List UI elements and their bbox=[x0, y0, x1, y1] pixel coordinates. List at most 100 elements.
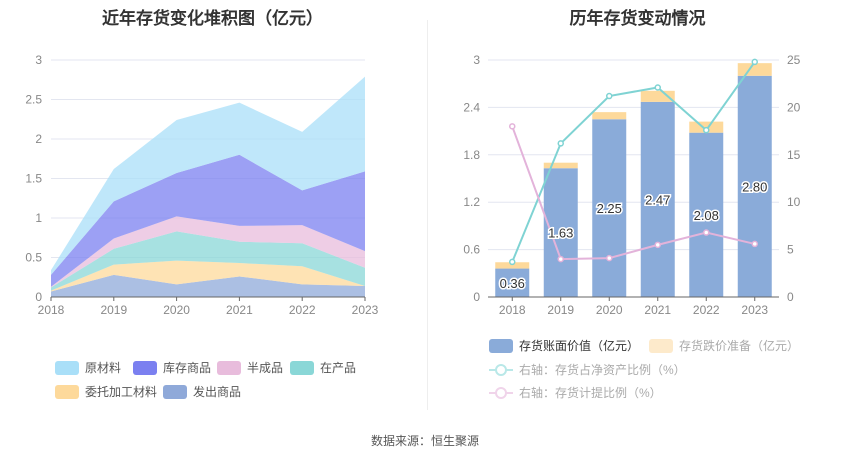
legend-swatch bbox=[133, 360, 157, 375]
y-tick-label: 2.5 bbox=[25, 93, 42, 107]
y-tick-label: 0 bbox=[35, 290, 42, 304]
x-tick-label: 2020 bbox=[163, 303, 190, 317]
legend-item-shipped[interactable]: 发出商品 bbox=[163, 383, 241, 400]
legend-item-wip[interactable]: 在产品 bbox=[290, 359, 356, 376]
legend-swatch bbox=[649, 338, 673, 353]
y-tick-label: 0.5 bbox=[25, 251, 42, 265]
legend-label: 右轴：存货计提比例（%） bbox=[519, 386, 662, 400]
y2-tick-label: 10 bbox=[787, 195, 801, 209]
legend-item-raw-materials[interactable]: 原材料 bbox=[55, 359, 121, 376]
bar-impairment bbox=[640, 90, 675, 102]
y2-tick-label: 5 bbox=[787, 243, 794, 257]
legend-swatch bbox=[489, 338, 513, 353]
bar-value-label: 1.63 bbox=[548, 226, 573, 241]
x-tick-label: 2021 bbox=[644, 303, 671, 317]
y-tick-label: 0.6 bbox=[463, 243, 480, 257]
x-tick-label: 2022 bbox=[289, 303, 316, 317]
legend-label: 在产品 bbox=[320, 361, 357, 375]
line-右轴：存货计提比例（%） bbox=[511, 126, 755, 261]
legend-label: 原材料 bbox=[85, 361, 122, 375]
y-tick-label: 2.4 bbox=[463, 100, 480, 114]
line-point bbox=[557, 255, 564, 263]
bar-impairment bbox=[543, 162, 578, 169]
area-在产品 bbox=[51, 231, 365, 291]
x-tick-label: 2020 bbox=[596, 303, 623, 317]
line-point bbox=[606, 92, 613, 100]
legend-swatch bbox=[290, 360, 314, 375]
x-tick-label: 2018 bbox=[499, 303, 526, 317]
line-point bbox=[509, 258, 516, 266]
legend-item-impairment[interactable]: 存货跌价准备（亿元） bbox=[649, 337, 799, 354]
line-point bbox=[654, 84, 661, 91]
y-tick-label: 1.8 bbox=[463, 148, 480, 162]
line-point bbox=[703, 229, 710, 236]
bar-book-value bbox=[640, 101, 675, 298]
legend-label: 半成品 bbox=[247, 361, 284, 375]
bar-value-label: 2.08 bbox=[694, 208, 719, 223]
bar-value-label: 0.36 bbox=[500, 276, 525, 291]
x-tick-label: 2018 bbox=[38, 303, 65, 317]
area-半成品 bbox=[51, 216, 365, 288]
area-发出商品 bbox=[51, 274, 365, 297]
legend-label: 存货账面价值（亿元） bbox=[519, 339, 640, 353]
legend-item-ratio-net-assets[interactable]: 右轴：存货占净资产比例（%） bbox=[489, 361, 686, 378]
bar-impairment bbox=[495, 262, 530, 269]
legend-label: 发出商品 bbox=[193, 385, 242, 399]
line-point bbox=[751, 58, 758, 66]
line-point bbox=[557, 140, 564, 147]
right-chart-title: 历年存货变动情况 bbox=[569, 9, 706, 28]
area-库存商品 bbox=[51, 154, 365, 287]
y2-tick-label: 20 bbox=[787, 100, 801, 114]
x-tick-label: 2019 bbox=[547, 303, 574, 317]
x-tick-label: 2021 bbox=[226, 303, 253, 317]
line-marker-icon bbox=[489, 363, 513, 376]
bar-book-value bbox=[592, 119, 627, 297]
legend-label: 存货跌价准备（亿元） bbox=[679, 339, 800, 353]
line-point bbox=[606, 254, 613, 262]
y2-tick-label: 0 bbox=[787, 290, 794, 304]
legend-label: 库存商品 bbox=[163, 361, 212, 375]
left-chart-title: 近年存货变化堆积图（亿元） bbox=[102, 9, 323, 28]
line-point bbox=[703, 126, 710, 134]
divider bbox=[427, 20, 428, 410]
area-原材料 bbox=[51, 76, 365, 275]
bar-value-label: 2.47 bbox=[645, 192, 670, 207]
y-tick-label: 0 bbox=[473, 290, 480, 304]
line-point bbox=[654, 241, 661, 249]
y2-tick-label: 15 bbox=[787, 148, 801, 162]
bar-impairment bbox=[592, 112, 627, 120]
legend-item-provision-ratio[interactable]: 右轴：存货计提比例（%） bbox=[489, 384, 662, 401]
bar-value-label: 2.80 bbox=[742, 179, 767, 194]
line-point bbox=[751, 240, 758, 248]
legend-item-goods[interactable]: 库存商品 bbox=[133, 359, 211, 376]
bar-book-value bbox=[737, 75, 772, 297]
legend-item-book-value[interactable]: 存货账面价值（亿元） bbox=[489, 337, 639, 354]
y-tick-label: 1.2 bbox=[463, 195, 480, 209]
bar-book-value bbox=[689, 132, 724, 297]
y-tick-label: 3 bbox=[35, 53, 42, 67]
x-tick-label: 2023 bbox=[741, 303, 768, 317]
x-tick-label: 2023 bbox=[352, 303, 379, 317]
y-tick-label: 2 bbox=[35, 132, 42, 146]
y-tick-label: 3 bbox=[473, 53, 480, 67]
area-委托加工材料 bbox=[51, 260, 365, 292]
legend-item-consigned[interactable]: 委托加工材料 bbox=[55, 383, 157, 400]
bar-value-label: 2.25 bbox=[597, 201, 622, 216]
y-tick-label: 1.5 bbox=[25, 172, 42, 186]
bar-book-value bbox=[543, 168, 578, 297]
legend-label: 右轴：存货占净资产比例（%） bbox=[519, 363, 686, 377]
bar-book-value bbox=[495, 268, 530, 297]
line-point bbox=[509, 123, 516, 130]
line-marker-icon bbox=[489, 386, 513, 399]
legend-swatch bbox=[163, 384, 187, 399]
x-tick-label: 2019 bbox=[100, 303, 127, 317]
line-右轴：存货占净资产比例（%） bbox=[511, 61, 756, 263]
legend-item-semi[interactable]: 半成品 bbox=[217, 359, 283, 376]
legend-label: 委托加工材料 bbox=[85, 385, 158, 399]
legend-swatch bbox=[55, 384, 79, 399]
data-source: 数据来源：恒生聚源 bbox=[370, 434, 479, 448]
y2-tick-label: 25 bbox=[787, 53, 801, 67]
legend-swatch bbox=[217, 360, 241, 375]
legend-swatch bbox=[55, 360, 79, 375]
